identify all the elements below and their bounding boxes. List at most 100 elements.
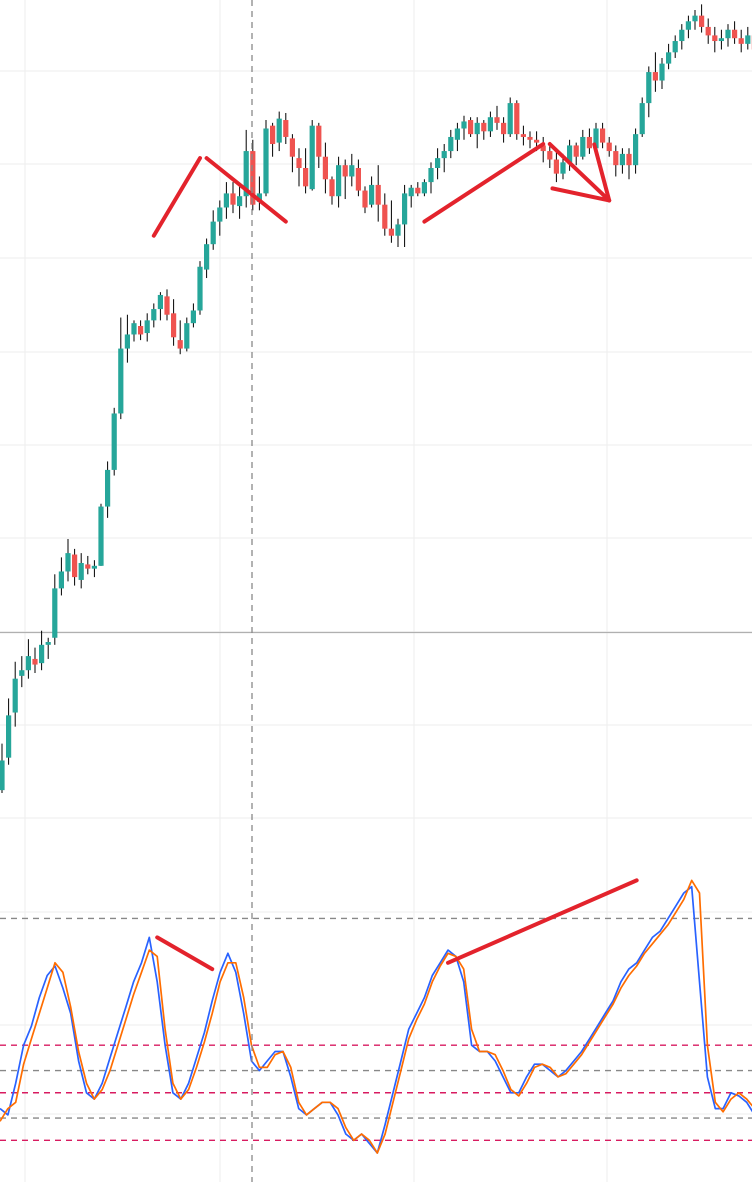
candle-body bbox=[111, 413, 117, 470]
candle-body bbox=[296, 158, 302, 168]
candle-body bbox=[705, 26, 711, 36]
candle-body bbox=[118, 348, 124, 414]
candle-body bbox=[12, 678, 18, 713]
candle-body bbox=[699, 15, 705, 27]
candle-body bbox=[210, 221, 216, 245]
candle-body bbox=[164, 296, 170, 315]
candle-body bbox=[65, 553, 71, 572]
candle-body bbox=[633, 134, 639, 166]
candle-body bbox=[230, 193, 236, 205]
oscillator-trend-line bbox=[155, 935, 215, 972]
candle-body bbox=[223, 193, 229, 208]
candle-body bbox=[666, 52, 672, 64]
oscillator-line-0 bbox=[0, 885, 752, 1154]
candle-body bbox=[639, 103, 645, 135]
candle-body bbox=[468, 120, 474, 135]
candle-body bbox=[441, 151, 447, 159]
candle-body bbox=[289, 138, 295, 157]
candle-body bbox=[78, 563, 84, 580]
oscillator-line-1 bbox=[0, 879, 752, 1154]
candle-body bbox=[474, 122, 480, 135]
candle-body bbox=[487, 117, 493, 132]
candle-body bbox=[237, 196, 243, 207]
candle-body bbox=[0, 760, 5, 791]
candle-body bbox=[573, 145, 579, 157]
candle-body bbox=[395, 224, 401, 236]
candle-body bbox=[355, 168, 361, 191]
candle-body bbox=[25, 656, 31, 671]
candle-body bbox=[646, 72, 652, 104]
candle-body bbox=[382, 204, 388, 229]
candle-body bbox=[547, 151, 553, 160]
candle-body bbox=[527, 136, 533, 140]
candle-body bbox=[303, 168, 309, 187]
candle-body bbox=[184, 323, 190, 349]
candle-body bbox=[580, 136, 586, 157]
candle-body bbox=[514, 103, 520, 135]
candle-body bbox=[481, 122, 487, 132]
trendline-annotations bbox=[151, 142, 639, 972]
candle-body bbox=[672, 41, 678, 53]
candle-body bbox=[250, 151, 256, 205]
candle-body bbox=[712, 35, 718, 42]
candle-body bbox=[553, 159, 559, 174]
candle-body bbox=[45, 642, 51, 645]
candle-body bbox=[375, 184, 381, 205]
candle-body bbox=[72, 554, 78, 578]
candle-body bbox=[732, 29, 738, 39]
candle-body bbox=[494, 117, 500, 123]
candle-body bbox=[32, 658, 38, 665]
candle-body bbox=[679, 29, 685, 42]
candle-body bbox=[448, 136, 454, 152]
candle-body bbox=[388, 228, 394, 236]
candle-body bbox=[586, 136, 592, 149]
candle-body bbox=[58, 571, 64, 589]
candle-body bbox=[39, 644, 45, 664]
oscillator-lines bbox=[0, 879, 752, 1154]
trend-line bbox=[422, 142, 546, 224]
candle-body bbox=[369, 184, 375, 205]
oscillator-levels bbox=[0, 917, 752, 1142]
candle-body bbox=[454, 128, 460, 140]
candle-body bbox=[606, 142, 612, 152]
arrow-head bbox=[550, 142, 612, 203]
candle-body bbox=[6, 715, 12, 758]
price-candles bbox=[0, 4, 752, 793]
candle-body bbox=[718, 38, 724, 42]
candle-body bbox=[619, 153, 625, 166]
candle-body bbox=[560, 162, 566, 174]
candle-body bbox=[692, 15, 698, 22]
candle-body bbox=[256, 193, 262, 202]
candle-body bbox=[362, 190, 368, 208]
candle-body bbox=[507, 103, 513, 135]
candle-body bbox=[415, 187, 421, 194]
candle-body bbox=[197, 266, 203, 311]
candle-body bbox=[540, 145, 546, 152]
candle-body bbox=[501, 122, 507, 135]
candle-body bbox=[342, 165, 348, 177]
candle-body bbox=[593, 128, 599, 149]
candle-body bbox=[428, 168, 434, 183]
candle-body bbox=[520, 134, 526, 137]
candle-body bbox=[567, 145, 573, 163]
candle-body bbox=[171, 313, 177, 338]
candle-body bbox=[263, 128, 269, 194]
candle-body bbox=[124, 334, 130, 349]
candle-body bbox=[600, 128, 606, 143]
candle-body bbox=[309, 125, 315, 190]
candle-body bbox=[270, 125, 276, 145]
candle-body bbox=[19, 670, 25, 676]
candle-body bbox=[283, 120, 289, 137]
candle-body bbox=[177, 340, 183, 349]
candle-body bbox=[534, 139, 540, 143]
candle-body bbox=[421, 182, 427, 194]
candle-body bbox=[276, 118, 282, 143]
trend-line bbox=[204, 156, 288, 224]
candle-body bbox=[435, 158, 441, 168]
candle-body bbox=[105, 469, 111, 507]
candle-body bbox=[745, 35, 751, 44]
candle-body bbox=[322, 156, 328, 180]
candle-body bbox=[151, 309, 157, 321]
